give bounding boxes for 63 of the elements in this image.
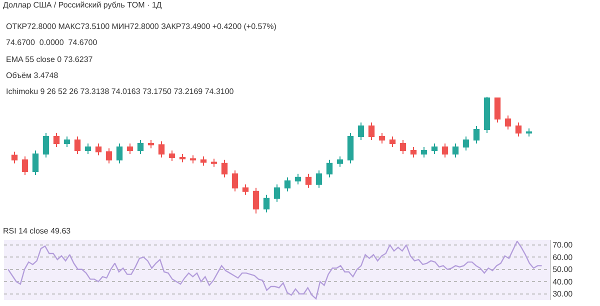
candlestick <box>389 136 396 148</box>
chart-title: Доллар США / Российский рубль TOM · 1Д <box>3 0 162 10</box>
candlestick <box>74 136 81 155</box>
y-tick-label: 40.00 <box>552 277 574 286</box>
candlestick <box>316 170 322 188</box>
candlestick <box>462 136 470 152</box>
text: EMA 55 close 0 73.6237 <box>6 55 94 64</box>
candlestick <box>106 148 112 164</box>
candlestick <box>326 159 333 178</box>
candlestick <box>116 143 123 164</box>
candlestick <box>431 143 438 155</box>
candlestick <box>358 122 364 141</box>
candlestick <box>515 122 522 138</box>
candlestick <box>378 132 386 144</box>
candlestick <box>200 156 207 166</box>
candlestick <box>336 156 344 168</box>
candlestick <box>274 184 280 202</box>
text: ОТКР72.8000 МАКС73.5100 МИН72.8000 ЗАКР73.4900 +0.4200 (+0.57%) <box>6 22 277 31</box>
candlestick <box>95 143 102 156</box>
y-tick-label: 30.00 <box>552 290 574 299</box>
candlestick <box>84 143 92 155</box>
candlestick <box>400 140 406 155</box>
candlestick <box>284 176 291 192</box>
candlestick <box>442 143 448 158</box>
candlestick <box>232 170 238 192</box>
candlestick <box>11 151 18 164</box>
candlestick <box>221 159 228 178</box>
candlestick <box>473 126 480 144</box>
candlestick <box>210 158 218 168</box>
candlestick <box>126 143 134 155</box>
candlestick <box>168 150 176 162</box>
candlestick <box>242 184 249 196</box>
candlestick <box>22 156 28 176</box>
text: Ichimoku 9 26 52 26 73.3138 74.0163 73.1750 73.2169 74.3100 <box>6 87 234 96</box>
candlestick <box>504 115 512 130</box>
text: Объём 3.4748 <box>6 71 59 80</box>
candlestick <box>190 154 196 164</box>
chart-title: RSI 14 close 49.63 <box>3 226 72 236</box>
candlestick <box>148 140 154 149</box>
candlestick <box>305 173 312 188</box>
candlestick <box>410 146 417 158</box>
candlestick <box>42 132 50 158</box>
y-tick-label: 50.00 <box>552 265 574 274</box>
candlestick <box>294 173 302 185</box>
candlestick <box>526 128 532 138</box>
line-series <box>8 240 542 300</box>
candlestick <box>252 187 260 214</box>
y-tick-label: 70.00 <box>552 240 574 250</box>
candlestick <box>368 122 375 141</box>
candlestick <box>263 194 270 213</box>
candlestick <box>53 132 60 148</box>
candlestick <box>158 140 165 158</box>
candlestick <box>347 132 354 164</box>
candlestick <box>179 154 186 163</box>
candlestick <box>484 96 490 134</box>
candlestick <box>452 143 459 158</box>
candlestick <box>137 140 144 155</box>
text: 74.6700 0.0000 74.6700 <box>6 38 98 47</box>
candlestick <box>420 146 428 158</box>
candlestick <box>32 150 39 176</box>
candlestick <box>494 98 501 124</box>
candlestick <box>64 136 70 148</box>
y-tick-label: 60.00 <box>552 252 574 262</box>
